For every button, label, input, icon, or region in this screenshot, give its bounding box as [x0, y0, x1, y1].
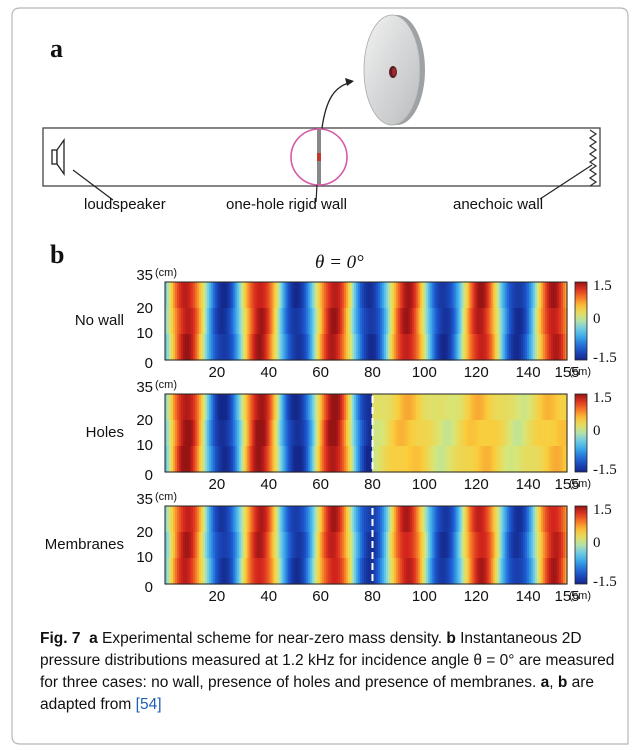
- y-unit-label: (cm): [155, 267, 177, 279]
- x-tick-label: 60: [312, 588, 329, 605]
- colorbar-tick-label: -1.5: [593, 350, 617, 366]
- colorbar-tick-label: 0: [593, 423, 601, 439]
- colorbar: [574, 505, 588, 585]
- loudspeaker-pointer: [72, 169, 114, 201]
- colorbar-tick-label: -1.5: [593, 462, 617, 478]
- y-tick-label: 0: [144, 467, 153, 484]
- row-label: No wall: [74, 312, 124, 329]
- x-unit-label: (cm): [569, 478, 591, 490]
- y-tick-label: 35: [136, 491, 153, 508]
- colorbar: [574, 393, 588, 473]
- caption-sep: ,: [549, 674, 558, 691]
- x-tick-label: 20: [208, 588, 226, 605]
- anechoic-wall-icon: [588, 129, 598, 187]
- y-unit-label: (cm): [155, 379, 177, 391]
- loudspeaker-icon: [51, 137, 65, 177]
- wall-pointer: [315, 184, 318, 203]
- y-tick-label: 35: [136, 267, 153, 284]
- caption-ref-b: b: [557, 674, 568, 691]
- loudspeaker-label: loudspeaker: [84, 196, 166, 213]
- panel-a-diagram: [42, 14, 601, 203]
- fig-label: Fig. 7: [40, 630, 81, 647]
- wall-label: one-hole rigid wall: [226, 196, 347, 213]
- x-unit-label: (cm): [569, 366, 591, 378]
- heatmap-row-3: [165, 506, 568, 585]
- colorbar-tick-label: 1.5: [593, 502, 612, 518]
- x-unit-label: (cm): [569, 590, 591, 602]
- x-tick-label: 40: [260, 476, 278, 493]
- heatmap-row-1: [165, 282, 568, 361]
- caption-part2: Instantaneous 2D pressure distributions …: [40, 630, 615, 691]
- anechoic-pointer: [539, 164, 593, 200]
- caption-part3: are adapted from: [40, 674, 595, 713]
- x-tick-label: 100: [411, 476, 437, 493]
- x-tick-label: 100: [411, 364, 437, 381]
- x-tick-label: 60: [312, 364, 329, 381]
- caption-b-letter: b: [446, 630, 456, 647]
- x-tick-label: 140: [515, 476, 541, 493]
- x-tick-label: 40: [260, 364, 278, 381]
- x-tick-label: 80: [364, 364, 381, 381]
- colorbar-tick-label: 1.5: [593, 390, 612, 406]
- heatmap-row-2: [165, 394, 568, 473]
- highlight-circle: [290, 128, 348, 186]
- x-tick-label: 155: [554, 364, 580, 381]
- x-tick-label: 40: [260, 588, 278, 605]
- x-tick-label: 140: [515, 588, 541, 605]
- y-tick-label: 0: [144, 355, 153, 372]
- y-tick-label: 10: [136, 549, 153, 566]
- y-tick-label: 20: [136, 412, 153, 429]
- x-tick-label: 155: [554, 476, 580, 493]
- y-tick-label: 10: [136, 325, 153, 342]
- colorbar: [574, 281, 588, 361]
- one-hole-wall-icon: [317, 128, 321, 186]
- y-tick-label: 20: [136, 524, 153, 541]
- x-tick-label: 120: [463, 476, 489, 493]
- panel-b-letter: b: [50, 240, 65, 269]
- theta-title: θ = 0°: [315, 252, 364, 273]
- x-tick-label: 155: [554, 588, 580, 605]
- colorbar-tick-label: -1.5: [593, 574, 617, 590]
- x-tick-label: 20: [208, 476, 226, 493]
- anechoic-label: anechoic wall: [453, 196, 544, 213]
- x-tick-label: 100: [411, 588, 437, 605]
- caption-part1: Experimental scheme for near-zero mass d…: [97, 630, 447, 647]
- y-tick-label: 10: [136, 437, 153, 454]
- tube-outline: [42, 127, 601, 187]
- figure-caption: Fig. 7 a Experimental scheme for near-ze…: [40, 628, 620, 716]
- y-tick-label: 35: [136, 379, 153, 396]
- x-tick-label: 120: [463, 588, 489, 605]
- y-tick-label: 20: [136, 300, 153, 317]
- x-tick-label: 60: [312, 476, 329, 493]
- x-tick-label: 80: [364, 476, 381, 493]
- colorbar-tick-label: 0: [593, 311, 601, 327]
- reference-link[interactable]: [54]: [135, 696, 162, 713]
- wall-disc-icon: [363, 14, 425, 126]
- caption-ref-a: a: [540, 674, 550, 691]
- colorbar-tick-label: 1.5: [593, 278, 612, 294]
- y-tick-label: 0: [144, 579, 153, 596]
- row-label: Membranes: [44, 536, 124, 553]
- row-label: Holes: [85, 424, 124, 441]
- y-unit-label: (cm): [155, 491, 177, 503]
- colorbar-tick-label: 0: [593, 535, 601, 551]
- panel-a-letter: a: [50, 34, 63, 63]
- caption-a-letter: a: [89, 630, 98, 647]
- x-tick-label: 80: [364, 588, 381, 605]
- x-tick-label: 120: [463, 364, 489, 381]
- x-tick-label: 20: [208, 364, 226, 381]
- x-tick-label: 140: [515, 364, 541, 381]
